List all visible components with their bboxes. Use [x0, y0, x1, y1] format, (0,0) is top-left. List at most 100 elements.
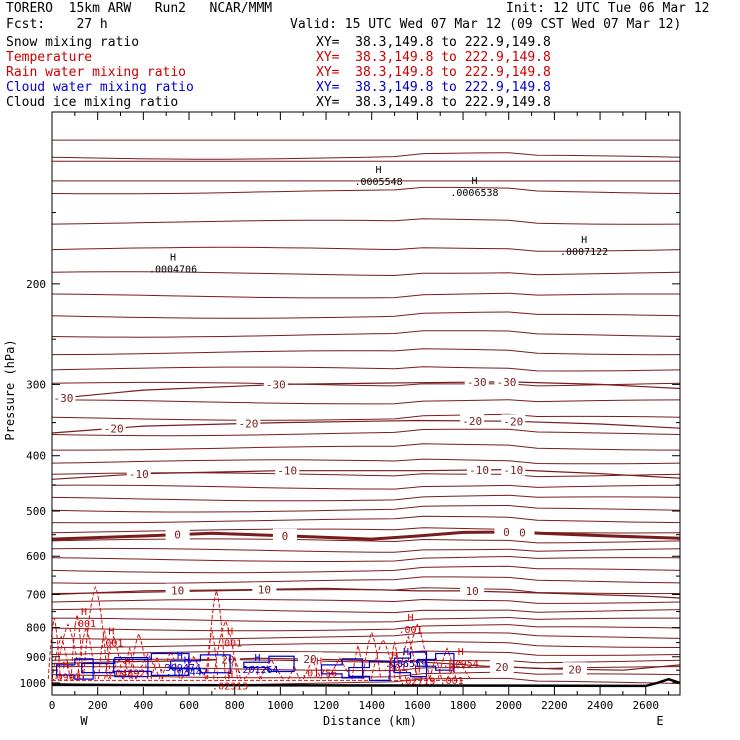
max-marker-7: H	[408, 613, 414, 624]
isotherm-minor	[52, 443, 681, 451]
isotherm-20	[51, 657, 681, 671]
isotherm-label-bg	[165, 527, 190, 541]
isotherm-minor	[51, 330, 681, 338]
isotherm-label-bg	[460, 584, 485, 598]
x-tick-label-0: 0	[49, 699, 56, 712]
rain-contour	[55, 623, 81, 680]
max-label-9: .001	[440, 676, 464, 687]
max-label-18: .02313	[212, 681, 248, 692]
isotherm-label--20-0: -20	[104, 422, 124, 435]
max-marker-11: H	[184, 655, 190, 666]
max-marker-10: H	[124, 656, 130, 667]
max-label-16: .02954	[443, 659, 479, 670]
rain-contour	[327, 657, 353, 680]
header-line2-right: Valid: 15 UTC Wed 07 Mar 12 (09 CST Wed …	[290, 17, 682, 32]
isotherm-minor	[51, 598, 681, 604]
rain-contour	[104, 635, 124, 680]
cloud-water-contour	[348, 660, 391, 682]
max-label-2: .0005548	[354, 177, 402, 188]
max-label-15: .106559	[385, 659, 427, 670]
isotherm-label-10-2: 10	[466, 585, 479, 598]
y-tick-label-0: 200	[26, 278, 46, 291]
isotherm-minor	[51, 271, 681, 277]
isotherm-label-0-1: 0	[282, 530, 289, 543]
max-marker-14: H	[316, 656, 322, 667]
max-marker-19: H	[63, 661, 69, 672]
isotherm-label-bg	[460, 413, 485, 427]
isotherm-label-bg	[51, 390, 76, 404]
max-marker-6: H	[227, 627, 233, 638]
isotherm-label--10-2: -10	[469, 464, 489, 477]
x-tick-label-6: 1200	[313, 699, 340, 712]
isotherm-label-20-2: 20	[495, 661, 508, 674]
rain-contour	[47, 617, 61, 680]
isotherm-label--20-2: -20	[462, 415, 482, 428]
isotherm-minor	[51, 640, 681, 648]
max-marker-13: H	[255, 653, 261, 664]
isotherm-minor	[51, 650, 681, 656]
isotherm-label-20-0: 20	[221, 653, 234, 666]
legend-xy-0: XY= 38.3,149.8 to 222.9,149.8	[316, 35, 551, 50]
isotherm-label-bg	[298, 652, 323, 666]
isotherm-label-bg	[252, 582, 277, 596]
max-marker-15: H	[403, 647, 409, 658]
isotherm-label-bg	[494, 374, 519, 388]
isotherm-label-bg	[215, 652, 240, 666]
isotherm-minor	[51, 547, 681, 553]
max-marker-1: H	[581, 235, 587, 246]
isotherm-minor	[51, 576, 681, 584]
legend-label-3: Cloud water mixing ratio	[6, 80, 194, 95]
cloud-water-contour	[81, 656, 149, 678]
isotherm-label-0-0: 0	[174, 529, 181, 542]
x-tick-label-13: 2600	[632, 699, 659, 712]
rain-contour	[82, 585, 108, 680]
legend-label-2: Rain water mixing ratio	[6, 65, 187, 80]
plot-frame	[51, 111, 681, 696]
header-line1-right: Init: 12 UTC Tue 06 Mar 12	[506, 1, 710, 16]
isotherm-label-bg	[101, 421, 126, 435]
rain-contour	[446, 658, 471, 680]
max-marker-17: H	[414, 664, 420, 675]
isotherm-minor	[51, 484, 681, 490]
max-label-14: .01756	[301, 668, 337, 679]
max-label-6: .001	[218, 639, 242, 650]
isotherm-minor	[51, 608, 681, 614]
cloud-water-contour	[320, 658, 364, 679]
cloud-water-contour	[243, 655, 295, 673]
x-end-left: W	[80, 714, 88, 728]
isotherm-label-bg	[510, 525, 535, 539]
isotherm-minor	[51, 152, 681, 160]
isotherm-minor	[51, 428, 681, 437]
max-marker-2: H	[376, 165, 382, 176]
isotherm--20	[51, 419, 681, 434]
isotherm-minor	[51, 555, 681, 562]
max-marker-9: H	[449, 664, 455, 675]
isotherm-minor	[51, 616, 680, 623]
isotherm-label-0-2: 0	[503, 526, 510, 539]
isotherm-label-bg	[562, 662, 587, 676]
isotherm-label-bg	[501, 462, 526, 476]
isotherm-minor	[51, 504, 681, 513]
rain-contour	[362, 630, 382, 680]
max-label-8: .001	[382, 663, 406, 674]
isotherm-minor	[51, 413, 681, 421]
max-marker-18: H	[227, 669, 233, 680]
max-label-0: .0004706	[149, 265, 197, 276]
isotherm-minor	[51, 399, 681, 405]
legend-xy-3: XY= 38.3,149.8 to 222.9,149.8	[316, 80, 551, 95]
y-tick-label-6: 800	[26, 622, 46, 635]
legend-label-0: Snow mixing ratio	[6, 35, 140, 50]
isotherm-label-bg	[263, 377, 288, 391]
max-marker-3: H	[471, 176, 477, 187]
y-axis-title: Pressure (hPa)	[3, 339, 17, 440]
rain-contour	[206, 589, 226, 680]
isotherm-minor	[51, 186, 681, 195]
isotherm-label-bg	[275, 463, 300, 477]
isotherm-minor	[51, 538, 681, 544]
rain-contour	[70, 614, 84, 680]
x-tick-label-8: 1600	[404, 699, 431, 712]
header-line2-left: Fcst: 27 h	[6, 17, 108, 32]
legend-label-1: Temperature	[6, 50, 93, 65]
isotherm-label--30-1: -30	[266, 379, 286, 392]
